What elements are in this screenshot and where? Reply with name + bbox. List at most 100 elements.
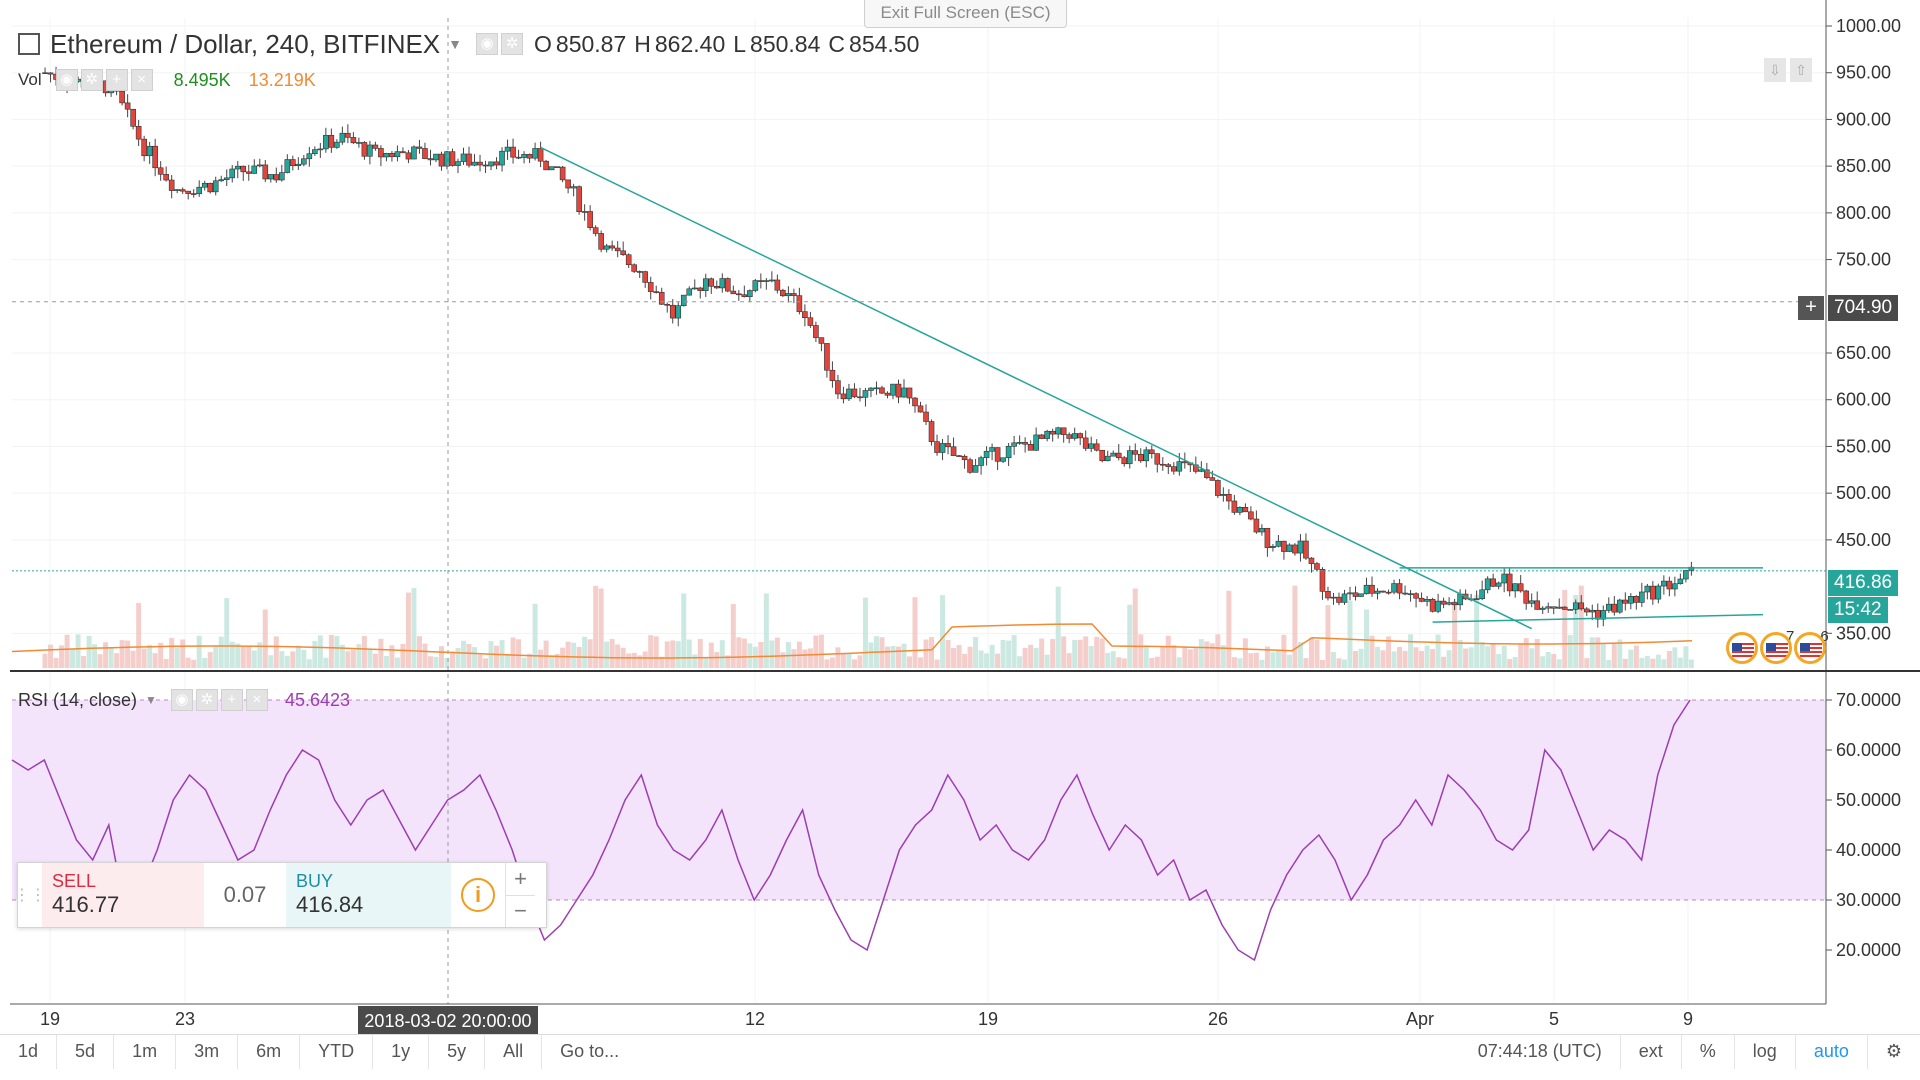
eye-icon[interactable]: ◉ — [55, 69, 78, 91]
candle-up — [1126, 450, 1133, 465]
volume-bar — [97, 654, 103, 668]
range-3m[interactable]: 3m — [176, 1034, 239, 1069]
crosshair-price-tag: 704.90 — [1828, 295, 1899, 321]
us-flag-icon[interactable] — [1794, 632, 1827, 664]
us-flag-icon[interactable] — [1760, 632, 1792, 664]
candle-down — [1561, 606, 1568, 610]
drag-handle-icon[interactable]: ⋮⋮ — [14, 887, 46, 904]
close-icon[interactable]: × — [245, 689, 268, 711]
close-icon[interactable]: × — [130, 69, 153, 91]
plus-icon[interactable]: + — [514, 865, 527, 891]
auto-toggle[interactable]: auto — [1796, 1034, 1868, 1069]
gear-icon[interactable]: ✲ — [501, 33, 524, 55]
volume-bar — [108, 647, 114, 668]
us-flag-icon[interactable] — [1726, 632, 1758, 664]
candle-down — [1506, 573, 1513, 592]
add-alert-plus-icon[interactable]: + — [1798, 296, 1824, 320]
support-line — [1432, 613, 1763, 623]
candle-down — [658, 291, 665, 305]
candle-down — [912, 397, 918, 407]
candle-down — [928, 421, 935, 442]
price-tick-label: 1000.00 — [1836, 16, 1901, 36]
candle-down — [245, 171, 252, 174]
volume-name[interactable]: Vol — [18, 70, 42, 89]
volume-bar — [973, 636, 979, 668]
volume-bar — [604, 641, 610, 668]
candle-up — [196, 186, 203, 195]
log-toggle[interactable]: log — [1735, 1034, 1796, 1069]
collapse-checkbox[interactable] — [18, 33, 40, 55]
eye-icon[interactable]: ◉ — [170, 689, 193, 711]
candle-down — [879, 387, 885, 394]
sell-button[interactable]: SELL 416.77 — [42, 863, 204, 927]
arrow-down-icon[interactable]: ⇩ — [1764, 58, 1786, 82]
volume-bar — [840, 653, 846, 668]
volume-bar — [1617, 639, 1623, 668]
volume-bar — [1441, 656, 1447, 668]
buy-button[interactable]: BUY 416.84 — [286, 863, 451, 927]
candle-up — [1446, 602, 1452, 605]
gear-icon[interactable]: ✲ — [195, 689, 218, 711]
gear-icon[interactable]: ✲ — [80, 69, 103, 91]
plus-icon[interactable]: + — [105, 69, 128, 91]
volume-bar — [1083, 636, 1089, 668]
gear-icon[interactable]: ⚙ — [1885, 1041, 1902, 1061]
volume-bar — [692, 654, 698, 668]
candle-up — [1220, 494, 1227, 496]
exit-fullscreen-button[interactable]: Exit Full Screen (ESC) — [864, 0, 1067, 28]
candle-down — [1550, 606, 1557, 609]
plus-icon[interactable]: + — [220, 689, 243, 711]
chevron-down-icon[interactable]: ▼ — [145, 693, 157, 707]
volume-bar — [648, 635, 654, 668]
minus-icon[interactable]: − — [506, 894, 535, 928]
chevron-down-icon[interactable]: ▼ — [448, 36, 463, 52]
volume-bars — [11, 585, 1694, 668]
range-1d[interactable]: 1d — [0, 1034, 58, 1069]
volume-bar — [268, 655, 274, 668]
range-6m[interactable]: 6m — [238, 1034, 301, 1069]
volume-bar — [918, 657, 924, 668]
volume-bar — [1386, 636, 1392, 668]
volume-bar — [1050, 638, 1056, 668]
candle-down — [1137, 453, 1144, 462]
goto-button[interactable]: Go to... — [560, 1041, 620, 1061]
utc-clock[interactable]: 07:44:18 (UTC) — [1460, 1034, 1621, 1069]
volume-bar — [774, 637, 780, 668]
candle-up — [1275, 540, 1282, 547]
volume-bar — [984, 653, 990, 668]
candle-down — [361, 142, 368, 157]
ext-toggle[interactable]: ext — [1621, 1034, 1682, 1069]
bottom-toolbar: 1d 5d 1m 3m 6m YTD 1y 5y All Go to... 07… — [0, 1034, 1920, 1069]
arrow-up-icon[interactable]: ⇧ — [1790, 58, 1812, 82]
symbol-title[interactable]: Ethereum / Dollar, 240, BITFINEX — [50, 28, 441, 59]
candle-up — [890, 383, 896, 396]
eye-icon[interactable]: ◉ — [476, 33, 499, 55]
info-button[interactable]: i — [451, 863, 505, 927]
candle-up — [1071, 433, 1078, 439]
range-5d[interactable]: 5d — [57, 1034, 115, 1069]
range-1m[interactable]: 1m — [114, 1034, 177, 1069]
candle-down — [152, 145, 158, 169]
candle-up — [862, 390, 869, 398]
candle-down — [730, 290, 737, 295]
range-5y[interactable]: 5y — [429, 1034, 486, 1069]
candle-down — [422, 148, 428, 159]
volume-bar — [1353, 650, 1359, 668]
volume-bar — [1424, 645, 1430, 668]
candle-up — [1528, 600, 1535, 604]
percent-toggle[interactable]: % — [1682, 1034, 1735, 1069]
candle-down — [802, 311, 808, 319]
candle-down — [934, 441, 940, 453]
rsi-name[interactable]: RSI (14, close) — [18, 689, 138, 710]
candle-down — [1523, 590, 1529, 604]
candle-up — [989, 447, 995, 452]
candle-up — [1055, 427, 1061, 435]
range-1y[interactable]: 1y — [373, 1034, 430, 1069]
volume-bar — [890, 645, 896, 668]
range-all[interactable]: All — [485, 1034, 543, 1069]
candle-down — [796, 295, 803, 312]
volume-bar — [802, 649, 808, 668]
range-ytd[interactable]: YTD — [300, 1034, 374, 1069]
volume-bar — [510, 637, 516, 668]
